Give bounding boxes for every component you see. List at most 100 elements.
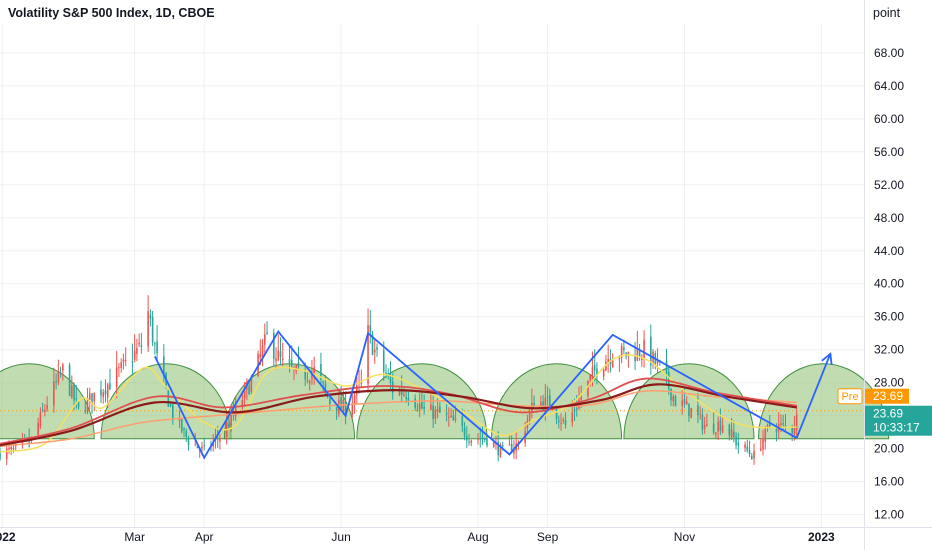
candle-body <box>683 399 686 404</box>
price-axis[interactable]: 68.00 64.00 60.00 56.00 52.00 48.00 44.00 40.00… <box>864 0 905 550</box>
candle-body <box>371 334 374 356</box>
candle-body <box>795 414 798 431</box>
candle-body <box>398 389 401 395</box>
candle-body <box>721 425 724 433</box>
candle-body <box>41 409 44 411</box>
candle-body <box>382 350 385 372</box>
candle-body <box>75 398 78 400</box>
candle-body <box>483 438 486 440</box>
candle-body <box>423 406 425 409</box>
candle-body <box>308 380 311 384</box>
candle-body <box>571 412 574 423</box>
candle-body <box>329 398 331 405</box>
candle-body <box>681 400 684 406</box>
candle-body <box>764 427 767 442</box>
candle-body <box>295 365 298 372</box>
candle-body <box>513 449 515 454</box>
candle-body <box>322 381 324 384</box>
candle-body <box>241 400 244 408</box>
candle-body <box>272 332 275 360</box>
candle-body <box>699 413 701 415</box>
candle-body <box>701 414 704 430</box>
zigzag-line <box>154 329 798 460</box>
candle-body <box>564 420 567 425</box>
candle-body <box>266 332 268 334</box>
candle-body <box>288 359 291 363</box>
candle-body <box>737 442 740 446</box>
candle-body <box>183 428 185 430</box>
candle-body <box>782 423 785 425</box>
candle-body <box>750 455 753 460</box>
candle-body <box>421 401 423 409</box>
price-tick-label: 56.00 <box>874 145 904 159</box>
candle-body <box>178 418 181 421</box>
candle-body <box>468 441 470 443</box>
candle-body <box>373 349 376 353</box>
candle-body <box>122 359 125 362</box>
last-price-box <box>865 405 932 436</box>
candle-body <box>39 412 42 426</box>
candle-body <box>492 442 495 447</box>
moving-average-ma_red <box>0 377 797 445</box>
candle-body <box>715 432 717 435</box>
candle-body <box>636 348 639 361</box>
time-tick-label: Jun <box>331 530 350 544</box>
candle-body <box>376 347 378 350</box>
candle-body <box>344 401 347 417</box>
candle-body <box>389 375 392 383</box>
semicircle-cycle <box>623 363 755 440</box>
price-tick-label: 16.00 <box>874 475 904 489</box>
candle-body <box>313 367 315 374</box>
candle-body <box>46 405 48 410</box>
candle-body <box>62 364 64 371</box>
candle-body <box>450 415 452 417</box>
candle-body <box>356 384 358 395</box>
bar-countdown: 10:33:17 <box>873 421 920 435</box>
moving-average-ma_orange <box>0 389 797 447</box>
candle-body <box>118 367 120 369</box>
time-tick-label: Sep <box>537 530 559 544</box>
candle-body <box>88 393 91 400</box>
candle-body <box>703 425 706 430</box>
candle-body <box>463 427 466 437</box>
time-tick-label: Aug <box>467 530 488 544</box>
candle-body <box>670 388 672 401</box>
chart-title: Volatility S&P 500 Index, 1D, CBOE <box>8 6 215 20</box>
candle-body <box>759 448 762 451</box>
zigzag-pattern <box>154 329 833 460</box>
candle-body <box>650 336 652 366</box>
candle-body <box>481 437 484 440</box>
candle-body <box>555 409 558 419</box>
candle-body <box>607 359 609 363</box>
candle-body <box>53 381 55 406</box>
candle-body <box>602 369 605 377</box>
candle-body <box>549 395 551 408</box>
price-tick-label: 20.00 <box>874 442 904 456</box>
candle-body <box>436 409 439 412</box>
candle-body <box>575 408 578 410</box>
candle-body <box>589 374 592 381</box>
candle-body <box>510 443 513 453</box>
time-axis[interactable]: 2022 Mar Apr Jun Aug Sep Nov 2023 <box>0 527 932 545</box>
price-tick-label: 52.00 <box>874 178 904 192</box>
candle-body <box>439 406 441 413</box>
pre-market-tag-box <box>837 388 863 405</box>
candle-body <box>124 359 127 361</box>
candle-body <box>44 409 46 413</box>
candle-body <box>196 445 199 449</box>
semicircle-cycle <box>490 363 623 440</box>
price-tick-label: 64.00 <box>874 79 904 93</box>
candle-body <box>147 311 149 347</box>
candle-body <box>57 371 60 383</box>
candle-body <box>136 347 138 354</box>
price-tick-label: 36.00 <box>874 310 904 324</box>
candle-body <box>91 393 93 405</box>
candle-body <box>167 390 170 407</box>
candle-body <box>194 444 197 446</box>
candle-body <box>623 347 625 351</box>
candle-body <box>416 409 419 411</box>
moving-average-ma_yellow <box>0 354 797 453</box>
